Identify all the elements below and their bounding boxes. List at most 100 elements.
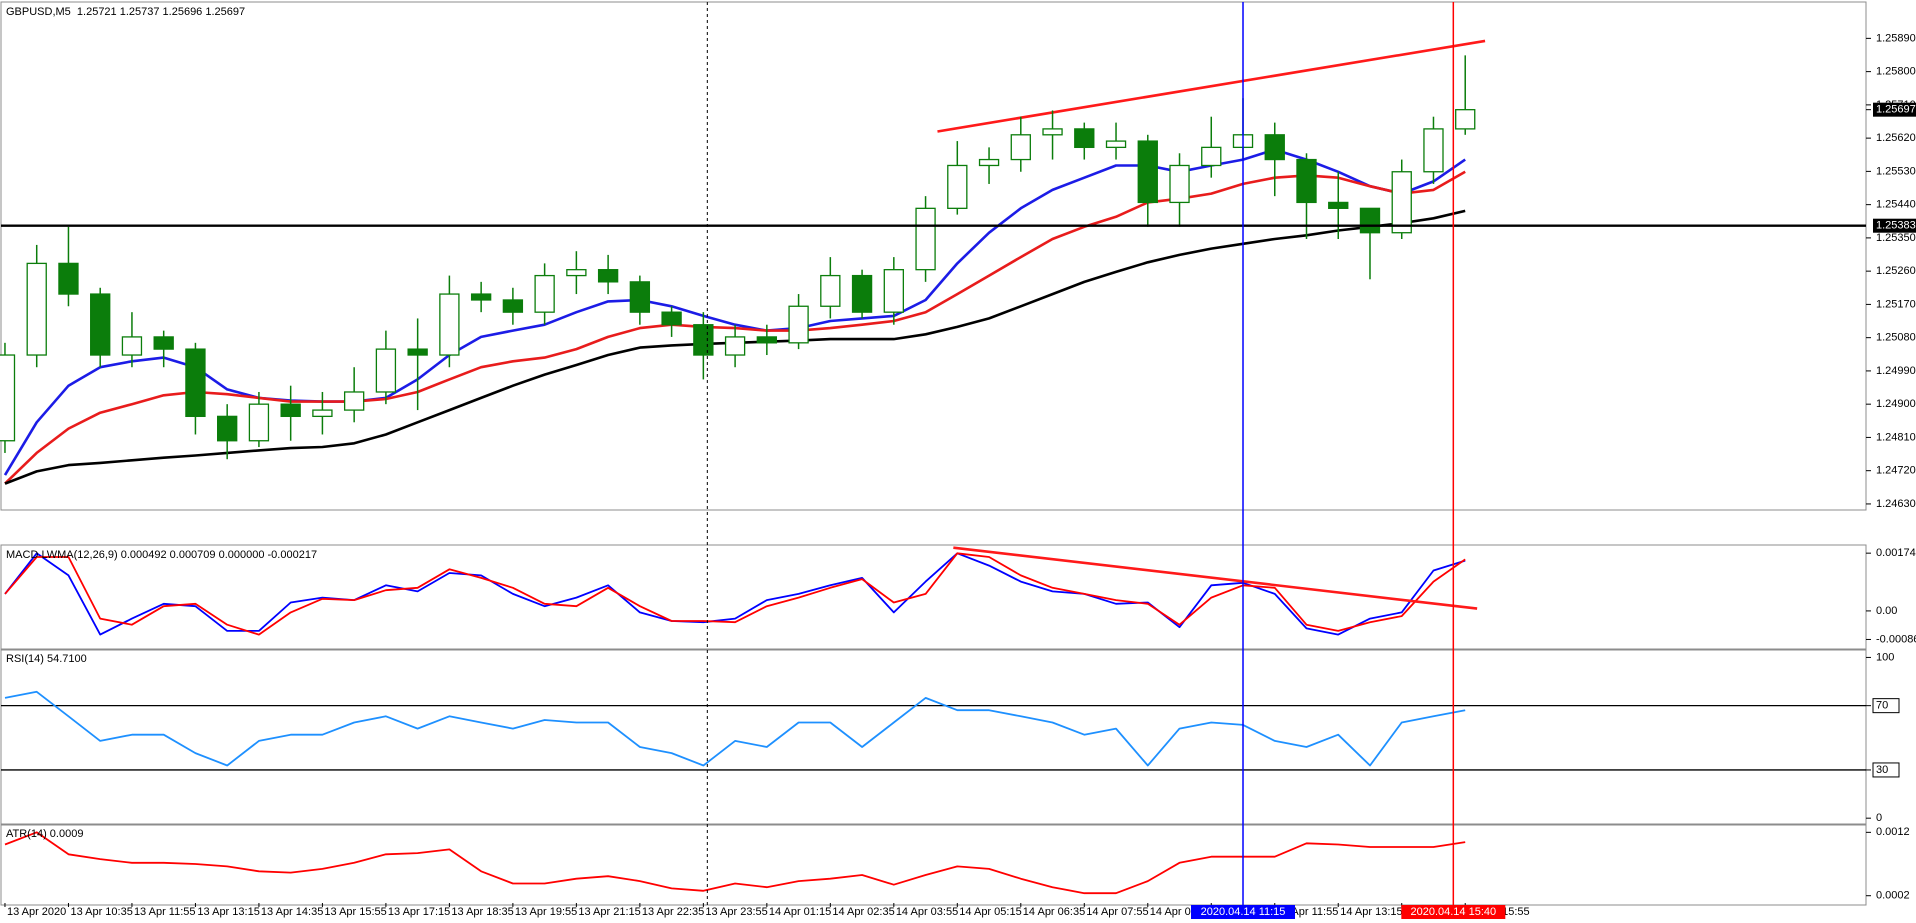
x-tick-label: 13 Apr 23:55: [705, 906, 767, 918]
y-tick-label: 0.001744: [1876, 547, 1916, 559]
x-tick-label: 13 Apr 18:35: [451, 906, 513, 918]
candle-body: [375, 348, 397, 393]
x-tick-label: 13 Apr 13:15: [197, 906, 259, 918]
cursor-label-box: [1401, 905, 1506, 919]
candle-body: [217, 415, 238, 442]
last-price-label: 1.25697: [1876, 104, 1916, 116]
level-label-box: [1872, 762, 1900, 778]
candle-body: [1359, 207, 1381, 234]
x-tick-label: 13 Apr 14:35: [261, 906, 323, 918]
x-tick-label: 14 Apr 02:35: [832, 906, 894, 918]
y-tick-label: -0.000862: [1876, 633, 1916, 645]
price-label-box: [1873, 218, 1916, 233]
y-tick-label: 1.25890: [1876, 32, 1916, 44]
x-tick-label: 14 Apr 06:35: [1023, 906, 1085, 918]
candle-body: [58, 262, 79, 295]
y-tick-label: 0.00: [1876, 605, 1897, 617]
y-tick-label: 0.0002: [1876, 890, 1910, 902]
candle-body: [1201, 146, 1222, 167]
cursor-label: 2020.04.14 15:40: [1410, 906, 1496, 918]
candle-body: [851, 274, 873, 313]
x-tick-label: 14 Apr 07:55: [1086, 906, 1148, 918]
candle-body: [1042, 128, 1063, 136]
y-tick-label: 1.24990: [1876, 365, 1916, 377]
candle-body: [280, 403, 301, 418]
trend-line: [953, 546, 1478, 610]
candle-body: [1391, 171, 1412, 234]
candle-body: [1169, 164, 1190, 204]
candle-body: [1264, 134, 1285, 161]
candle-body: [470, 293, 492, 301]
candle-body: [1105, 140, 1127, 149]
candle-body: [915, 207, 936, 271]
y-tick-label: 1.25620: [1876, 132, 1916, 144]
candle-body: [724, 336, 746, 356]
y-tick-label: 1.25440: [1876, 199, 1916, 211]
x-tick-label: 14 Apr 05:15: [959, 906, 1021, 918]
x-tick-label: 13 Apr 19:55: [515, 906, 577, 918]
panel-frame: [0, 648, 1867, 826]
candle-body: [343, 391, 365, 411]
indicator-line: [4, 690, 1466, 767]
y-tick-label: 1.25800: [1876, 66, 1916, 78]
candle-body: [1423, 128, 1444, 173]
x-tick-label: 13 Apr 2020: [7, 906, 66, 918]
candle-body: [121, 336, 143, 356]
candle-body: [693, 324, 714, 356]
candle-body: [883, 269, 904, 313]
x-tick-label: 13 Apr 10:35: [70, 906, 132, 918]
panel-title: ATR(14) 0.0009: [6, 828, 83, 840]
x-tick-label: 14 Apr 13:15: [1340, 906, 1402, 918]
x-tick-label: 13 Apr 15:55: [324, 906, 386, 918]
x-tick-label: 13 Apr 21:15: [578, 906, 640, 918]
candle-body: [566, 269, 587, 277]
y-tick-label: 1.25350: [1876, 232, 1916, 244]
candle-body: [629, 281, 651, 313]
candle-body: [248, 403, 270, 442]
candle-body: [1455, 109, 1476, 130]
panel-title: MACD LWMA(12,26,9) 0.000492 0.000709 0.0…: [6, 549, 317, 561]
candle-body: [1296, 158, 1317, 204]
y-tick-label: 1.25260: [1876, 265, 1916, 277]
candle-body: [661, 311, 682, 326]
candle-body: [153, 336, 174, 350]
y-tick-label: 1.25170: [1876, 298, 1916, 310]
candle-body: [788, 305, 809, 344]
y-tick-label: 1.25530: [1876, 165, 1916, 177]
y-tick-label: 1.24630: [1876, 498, 1916, 510]
y-tick-label: 100: [1876, 651, 1894, 663]
panel-title: GBPUSD,M5 1.25721 1.25737 1.25696 1.2569…: [6, 6, 245, 18]
indicator-line: [3, 148, 1466, 476]
candle-body: [597, 269, 619, 283]
candle-body: [0, 354, 16, 442]
indicator-line: [4, 831, 1466, 895]
x-tick-label: 13 Apr 17:15: [388, 906, 450, 918]
panel-frame: [0, 823, 1867, 906]
candle-body: [312, 409, 333, 418]
candle-body: [407, 348, 428, 356]
y-tick-label: 0: [1876, 812, 1882, 824]
cursor-label: 2020.04.14 11:15: [1201, 906, 1286, 918]
x-tick-label: 13 Apr 11:55: [134, 906, 196, 918]
candle-body: [820, 274, 841, 307]
candle-body: [947, 164, 968, 209]
panel-frame: [0, 544, 1867, 651]
candle-body: [1137, 140, 1158, 204]
y-tick-label: 1.25080: [1876, 332, 1916, 344]
panel-frame: [0, 1, 1867, 511]
last-price-box: [1873, 102, 1916, 117]
candle-body: [439, 293, 460, 356]
candle-body: [185, 348, 206, 418]
x-tick-label: 14 Apr 03:55: [896, 906, 958, 918]
price-label: 1.25383: [1876, 220, 1916, 232]
cursor-label-box: [1191, 905, 1296, 919]
y-tick-label: 30: [1876, 764, 1888, 776]
candle-body: [26, 262, 47, 356]
candle-body: [90, 293, 111, 356]
trend-line: [937, 39, 1486, 133]
candle-body: [1074, 128, 1095, 149]
y-tick-label: 1.24810: [1876, 431, 1916, 443]
candle-body: [502, 299, 524, 313]
